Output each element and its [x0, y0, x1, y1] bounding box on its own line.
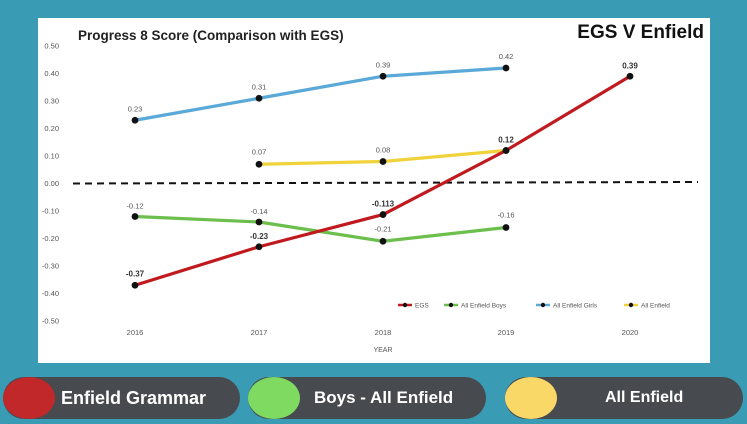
data-label: -0.21 [374, 224, 391, 233]
data-label: -0.23 [250, 232, 269, 241]
data-label: -0.16 [497, 211, 514, 220]
legend-label: All Enfield Boys [461, 303, 507, 310]
y-tick-label: 0.30 [44, 97, 59, 106]
data-point [379, 158, 387, 165]
data-point [255, 243, 263, 251]
zero-reference-line [72, 181, 699, 185]
data-label: 0.39 [376, 60, 391, 69]
data-label: -0.14 [250, 207, 267, 216]
series-line [133, 214, 508, 243]
legend-marker [628, 302, 634, 308]
data-label: -0.37 [126, 269, 145, 278]
data-point [131, 213, 139, 220]
line-chart: 0.50 0.40 0.30 0.20 0.10 0.00 -0.10 -0.20 -0.30 -… [42, 42, 699, 354]
legend-pill-swatch [248, 377, 300, 419]
legend-label: All Enfield [641, 303, 670, 310]
y-tick-label: -0.10 [42, 207, 59, 216]
x-tick-label: 2018 [375, 328, 392, 337]
legend-pill-all-enfield: All Enfield [505, 377, 743, 419]
data-label: -0.113 [372, 200, 395, 209]
data-point [626, 72, 634, 80]
legend-marker [402, 302, 408, 308]
data-point [502, 64, 510, 72]
y-tick-label: 0.20 [44, 124, 59, 133]
y-tick-label: -0.40 [42, 289, 59, 298]
legend-pill-boys-all-enfield: Boys - All Enfield [248, 377, 486, 419]
legend-pill-swatch [505, 377, 557, 419]
chart-panel: 0.50 0.40 0.30 0.20 0.10 0.00 -0.10 -0.20 -0.30 -… [38, 18, 710, 363]
x-axis-title: YEAR [373, 347, 392, 354]
x-tick-label: 2020 [622, 328, 639, 337]
series-line [133, 66, 508, 122]
legend-label: All Enfield Girls [553, 303, 598, 310]
chart-heading: EGS V Enfield [577, 22, 704, 43]
x-tick-label: 2016 [127, 328, 144, 337]
y-tick-label: -0.20 [42, 234, 59, 243]
data-point [131, 116, 139, 124]
data-point [255, 218, 263, 226]
legend-pill-label: Boys - All Enfield [314, 388, 454, 407]
data-label: 0.39 [622, 61, 638, 70]
chart-title: Progress 8 Score (Comparison with EGS) [78, 28, 344, 43]
data-point [255, 94, 263, 102]
data-label: 0.23 [128, 104, 143, 113]
data-label: 0.08 [376, 146, 391, 155]
x-tick-label: 2017 [251, 328, 268, 337]
data-label: 0.07 [252, 147, 267, 156]
data-point [131, 281, 139, 289]
y-tick-label: -0.50 [42, 317, 59, 326]
data-point [379, 72, 387, 80]
y-tick-label: 0.00 [44, 179, 59, 188]
legend-marker [448, 302, 454, 308]
x-tick-label: 2019 [498, 328, 515, 337]
data-point [502, 224, 510, 231]
y-tick-label: 0.40 [44, 69, 59, 78]
data-point [379, 211, 387, 218]
data-label: -0.12 [126, 202, 143, 211]
data-label: 0.12 [498, 136, 514, 145]
legend-pill-enfield-grammar: Enfield Grammar [3, 377, 240, 419]
y-tick-label: 0.50 [44, 42, 59, 51]
legend-pill-label: Enfield Grammar [61, 388, 207, 408]
y-tick-label: 0.10 [44, 152, 59, 161]
legend-label: EGS [415, 303, 429, 310]
data-point [255, 160, 263, 168]
y-tick-label: -0.30 [42, 262, 59, 271]
data-label: 0.31 [252, 82, 267, 91]
data-label: 0.42 [499, 52, 514, 61]
legend-pill-swatch [3, 377, 55, 419]
data-point [502, 147, 510, 154]
data-point [379, 237, 387, 245]
legend-pill-label: All Enfield [605, 389, 684, 406]
legend-marker [540, 302, 546, 308]
